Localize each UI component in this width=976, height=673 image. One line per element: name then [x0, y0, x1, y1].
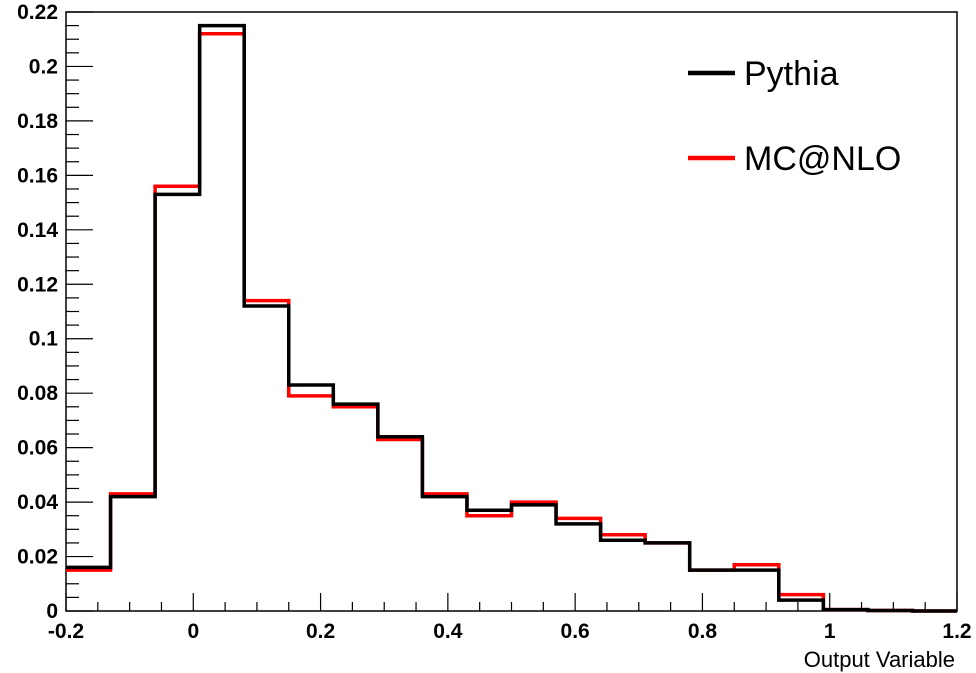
axis-ticks — [65, 11, 958, 612]
y-tick-label: 0.06 — [17, 437, 58, 460]
x-tick-label: 0.8 — [688, 620, 718, 643]
y-tick-label: 0 — [46, 600, 58, 623]
x-tick-label: -0.2 — [48, 620, 84, 643]
y-tick-label: 0.04 — [17, 491, 58, 514]
series-line-pythia — [66, 23, 957, 613]
y-tick-label: 0.08 — [17, 382, 58, 405]
x-tick-label: 0.6 — [561, 620, 590, 643]
x-tick-label: 1.2 — [942, 620, 971, 643]
x-tick-label: 1 — [824, 620, 836, 643]
legend: Pythia MC@NLO — [688, 55, 901, 178]
x-tick-label: 0.4 — [433, 620, 463, 643]
y-tick-label: 0.12 — [17, 273, 58, 296]
x-tick-label: 0 — [187, 620, 199, 643]
y-tick-label: 0.14 — [17, 219, 58, 242]
legend-label-pythia: Pythia — [744, 55, 839, 93]
legend-label-mcatnlo: MC@NLO — [744, 140, 901, 178]
y-tick-label: 0.18 — [17, 110, 58, 133]
y-tick-label: 0.2 — [29, 55, 58, 78]
y-tick-label: 0.02 — [17, 546, 58, 569]
x-axis-title: Output Variable — [804, 647, 955, 672]
series-layer — [66, 23, 957, 613]
y-tick-label: 0.22 — [17, 1, 58, 24]
tick-labels: -0.2 0 0.2 0.4 0.6 0.8 1 1.200.020.040.060.080.… — [17, 1, 971, 643]
x-tick-label: 0.2 — [306, 620, 335, 643]
y-tick-label: 0.16 — [17, 164, 58, 187]
y-tick-label: 0.1 — [29, 328, 59, 351]
